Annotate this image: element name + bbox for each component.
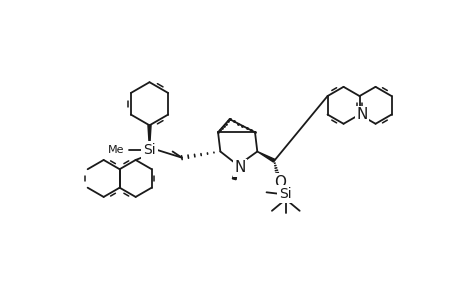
Text: Me: Me [108,145,124,155]
Polygon shape [232,164,238,180]
Text: O: O [273,175,285,190]
Text: N: N [234,160,246,175]
Polygon shape [148,125,151,150]
Text: Si: Si [279,187,291,201]
Text: Si: Si [143,143,156,157]
Polygon shape [257,152,274,162]
Text: N: N [355,107,367,122]
